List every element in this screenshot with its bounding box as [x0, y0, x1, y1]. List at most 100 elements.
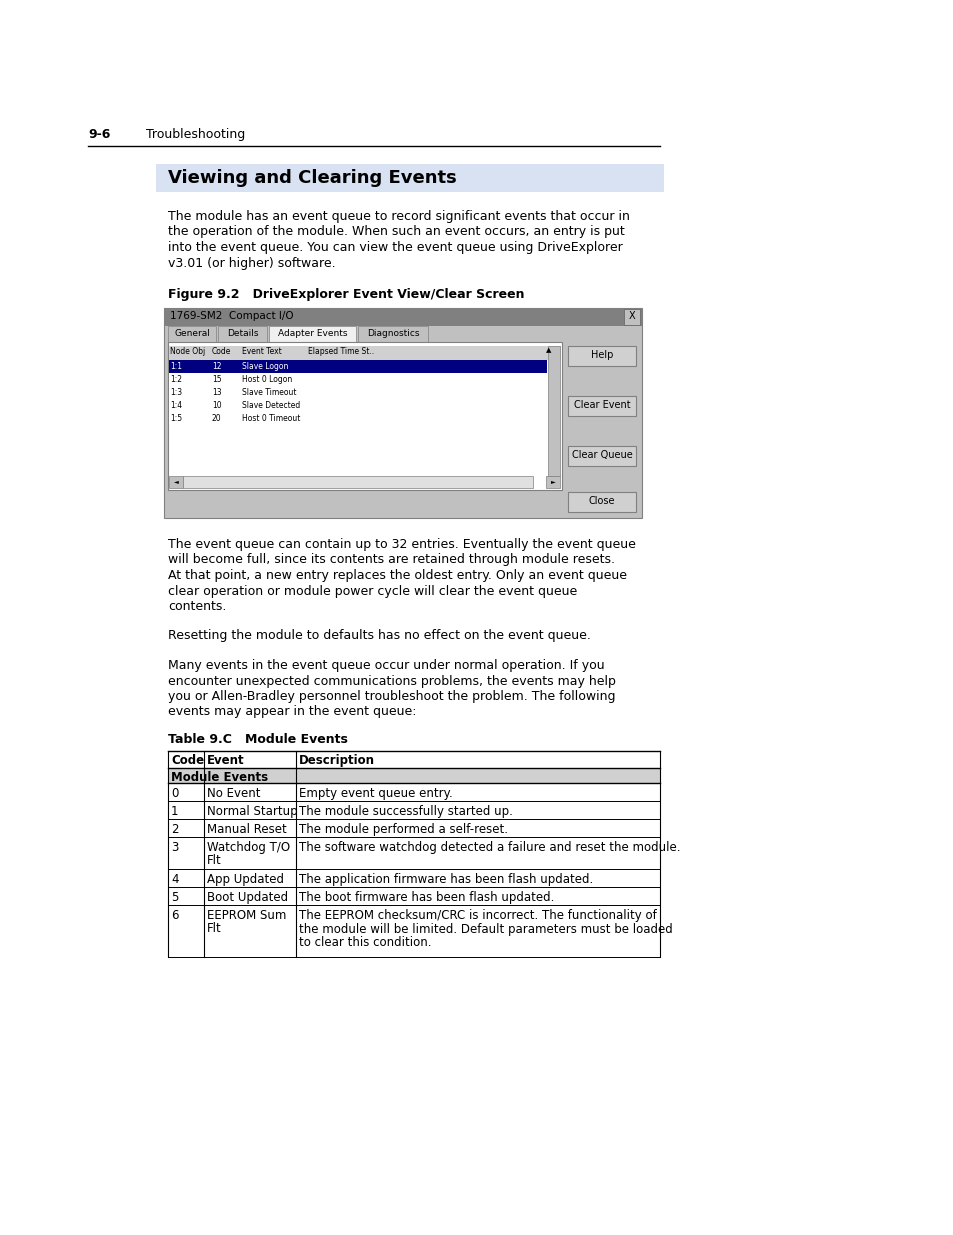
FancyBboxPatch shape: [169, 373, 546, 387]
Text: to clear this condition.: to clear this condition.: [298, 936, 431, 948]
Text: The event queue can contain up to 32 entries. Eventually the event queue: The event queue can contain up to 32 ent…: [168, 538, 636, 551]
Text: 10: 10: [212, 401, 221, 410]
FancyBboxPatch shape: [623, 309, 639, 325]
Text: Table 9.C   Module Events: Table 9.C Module Events: [168, 734, 348, 746]
Text: Clear Queue: Clear Queue: [571, 450, 632, 459]
Text: X: X: [628, 311, 635, 321]
Text: Flt: Flt: [207, 923, 221, 935]
Text: 5: 5: [171, 890, 178, 904]
Text: 1769-SM2  Compact I/O: 1769-SM2 Compact I/O: [170, 311, 294, 321]
Text: the module will be limited. Default parameters must be loaded: the module will be limited. Default para…: [298, 923, 672, 935]
Text: App Updated: App Updated: [207, 873, 284, 885]
Text: 3: 3: [171, 841, 178, 853]
Text: encounter unexpected communications problems, the events may help: encounter unexpected communications prob…: [168, 674, 616, 688]
Text: 2: 2: [171, 823, 178, 836]
FancyBboxPatch shape: [269, 326, 355, 342]
Text: Code: Code: [171, 755, 204, 767]
Text: Empty event queue entry.: Empty event queue entry.: [298, 787, 453, 800]
Text: Host 0 Timeout: Host 0 Timeout: [242, 414, 300, 424]
Text: EEPROM Sum: EEPROM Sum: [207, 909, 286, 923]
Text: ◄: ◄: [173, 479, 178, 484]
FancyBboxPatch shape: [164, 308, 641, 517]
FancyBboxPatch shape: [156, 164, 663, 191]
FancyBboxPatch shape: [547, 346, 559, 475]
Text: Details: Details: [227, 329, 258, 338]
Text: Slave Timeout: Slave Timeout: [242, 388, 296, 396]
Text: 20: 20: [212, 414, 221, 424]
FancyBboxPatch shape: [168, 342, 561, 490]
Text: will become full, since its contents are retained through module resets.: will become full, since its contents are…: [168, 553, 615, 567]
FancyBboxPatch shape: [169, 399, 546, 412]
FancyBboxPatch shape: [545, 475, 559, 488]
Text: The EEPROM checksum/CRC is incorrect. The functionality of: The EEPROM checksum/CRC is incorrect. Th…: [298, 909, 656, 923]
Text: 6: 6: [171, 909, 178, 923]
Text: Node Obj: Node Obj: [170, 347, 205, 356]
FancyBboxPatch shape: [169, 359, 546, 373]
Text: Flt: Flt: [207, 855, 221, 867]
Text: 4: 4: [171, 873, 178, 885]
FancyBboxPatch shape: [567, 492, 636, 513]
Text: Boot Updated: Boot Updated: [207, 890, 288, 904]
Text: Close: Close: [588, 496, 615, 506]
FancyBboxPatch shape: [357, 326, 428, 342]
Text: events may appear in the event queue:: events may appear in the event queue:: [168, 705, 416, 719]
Text: Watchdog T/O: Watchdog T/O: [207, 841, 290, 853]
FancyBboxPatch shape: [169, 412, 546, 425]
Text: ►: ►: [550, 479, 555, 484]
Text: Viewing and Clearing Events: Viewing and Clearing Events: [168, 169, 456, 186]
Text: Event: Event: [207, 755, 244, 767]
Text: Clear Event: Clear Event: [573, 400, 630, 410]
Text: The application firmware has been flash updated.: The application firmware has been flash …: [298, 873, 593, 885]
Text: Elapsed Time St..: Elapsed Time St..: [308, 347, 374, 356]
FancyBboxPatch shape: [183, 475, 533, 488]
Text: clear operation or module power cycle will clear the event queue: clear operation or module power cycle wi…: [168, 584, 577, 598]
Text: Normal Startup: Normal Startup: [207, 805, 297, 818]
Text: into the event queue. You can view the event queue using DriveExplorer: into the event queue. You can view the e…: [168, 241, 622, 254]
Text: 0: 0: [171, 787, 178, 800]
Text: The boot firmware has been flash updated.: The boot firmware has been flash updated…: [298, 890, 554, 904]
FancyBboxPatch shape: [164, 308, 641, 326]
Text: v3.01 (or higher) software.: v3.01 (or higher) software.: [168, 257, 335, 269]
Text: Many events in the event queue occur under normal operation. If you: Many events in the event queue occur und…: [168, 659, 604, 672]
Text: Event Text: Event Text: [242, 347, 281, 356]
Text: Description: Description: [298, 755, 375, 767]
Text: Help: Help: [590, 350, 613, 359]
Text: General: General: [174, 329, 210, 338]
Text: The module has an event queue to record significant events that occur in: The module has an event queue to record …: [168, 210, 629, 224]
Text: ▲: ▲: [545, 347, 551, 353]
FancyBboxPatch shape: [169, 387, 546, 399]
Text: The module successfully started up.: The module successfully started up.: [298, 805, 513, 818]
FancyBboxPatch shape: [567, 396, 636, 416]
Text: 1:4: 1:4: [170, 401, 182, 410]
Text: Code: Code: [212, 347, 232, 356]
Text: contents.: contents.: [168, 600, 226, 613]
Text: the operation of the module. When such an event occurs, an entry is put: the operation of the module. When such a…: [168, 226, 624, 238]
FancyBboxPatch shape: [168, 768, 659, 783]
Text: Slave Logon: Slave Logon: [242, 362, 288, 370]
FancyBboxPatch shape: [169, 475, 183, 488]
Text: Host 0 Logon: Host 0 Logon: [242, 375, 292, 384]
Text: The module performed a self-reset.: The module performed a self-reset.: [298, 823, 507, 836]
FancyBboxPatch shape: [169, 346, 560, 359]
Text: Module Events: Module Events: [171, 771, 268, 784]
Text: 1:2: 1:2: [170, 375, 182, 384]
FancyBboxPatch shape: [218, 326, 267, 342]
Text: 15: 15: [212, 375, 221, 384]
Text: 1:5: 1:5: [170, 414, 182, 424]
Text: No Event: No Event: [207, 787, 260, 800]
Text: 1:1: 1:1: [170, 362, 182, 370]
Text: Diagnostics: Diagnostics: [367, 329, 419, 338]
FancyBboxPatch shape: [567, 346, 636, 366]
Text: At that point, a new entry replaces the oldest entry. Only an event queue: At that point, a new entry replaces the …: [168, 569, 626, 582]
Text: 1:3: 1:3: [170, 388, 182, 396]
FancyBboxPatch shape: [168, 326, 216, 342]
Text: 13: 13: [212, 388, 221, 396]
FancyBboxPatch shape: [567, 446, 636, 466]
Text: Manual Reset: Manual Reset: [207, 823, 287, 836]
Text: 12: 12: [212, 362, 221, 370]
Text: Troubleshooting: Troubleshooting: [146, 128, 245, 141]
Text: 1: 1: [171, 805, 178, 818]
Text: Figure 9.2   DriveExplorer Event View/Clear Screen: Figure 9.2 DriveExplorer Event View/Clea…: [168, 288, 524, 301]
Text: you or Allen-Bradley personnel troubleshoot the problem. The following: you or Allen-Bradley personnel troublesh…: [168, 690, 615, 703]
Text: 9-6: 9-6: [88, 128, 111, 141]
